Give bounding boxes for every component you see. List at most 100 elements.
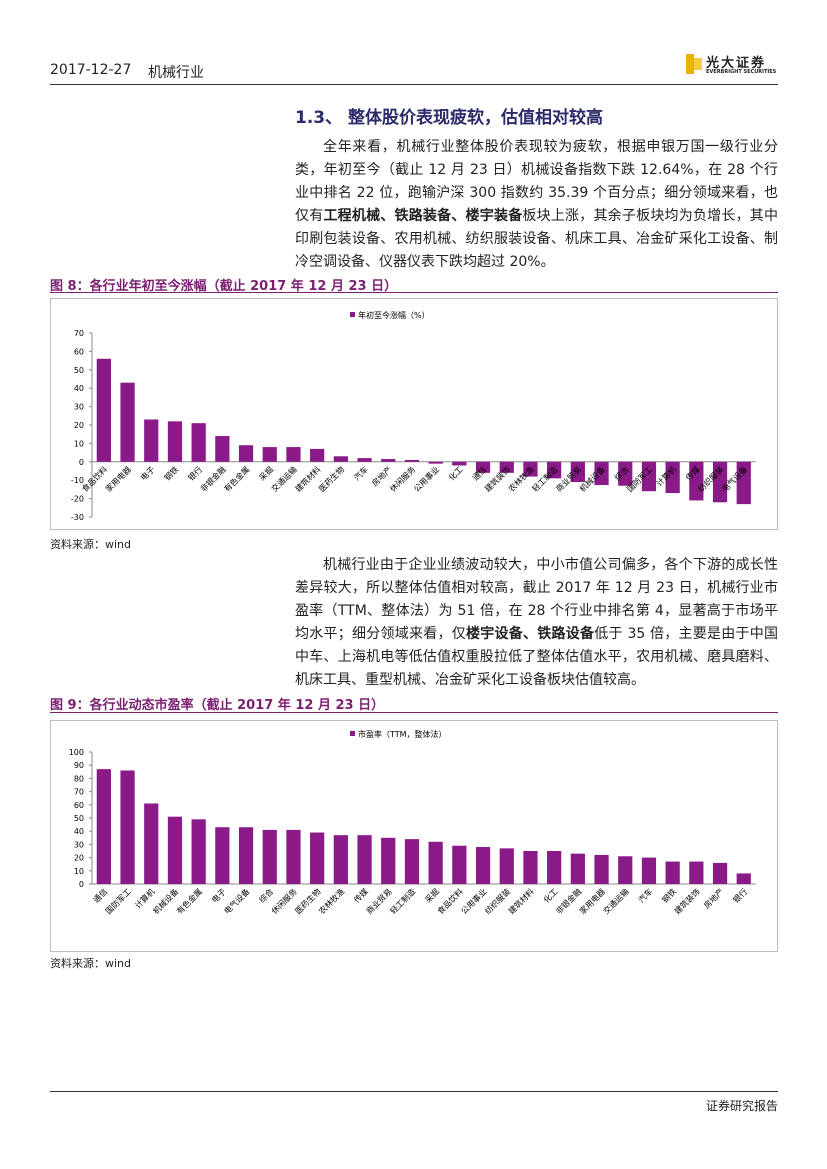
chart: -30-20-10010203040506070年初至今涨幅（%）食品饮料家用电… <box>50 298 778 530</box>
bar <box>215 827 230 884</box>
x-tick-label: 农林牧渔 <box>317 886 347 916</box>
x-tick-label: 采掘 <box>423 886 441 904</box>
bold-text: 楼宇设备、铁路设备 <box>466 626 595 642</box>
legend-label: 市盈率（TTM，整体法） <box>358 729 447 739</box>
bar <box>144 419 159 462</box>
bar <box>736 873 751 884</box>
text: 低于 35 倍，主要是由于中国中车、上海机电等低估值权重股拉低了整体估值水平，农… <box>295 626 779 688</box>
x-tick-label: 银行 <box>731 886 749 904</box>
legend-swatch <box>350 731 355 736</box>
y-tick-label: 80 <box>74 774 84 783</box>
y-tick-label: -20 <box>71 495 84 504</box>
figure-caption: 图 9：各行业动态市盈率（截止 2017 年 12 月 23 日） <box>50 698 385 713</box>
x-tick-label: 建筑材料 <box>506 886 536 916</box>
bar <box>167 421 183 462</box>
x-tick-label: 化工 <box>541 886 559 904</box>
y-tick-label: 0 <box>79 880 84 889</box>
x-tick-label: 轻工制造 <box>388 886 418 916</box>
logo-english: EVERBRIGHT SECURITIES <box>706 69 777 75</box>
x-tick-label: 有色金属 <box>222 464 252 494</box>
logo-icon <box>686 54 702 74</box>
footer-rule <box>50 1091 778 1092</box>
bar <box>310 448 325 462</box>
bar <box>262 447 277 462</box>
x-tick-label: 医药生物 <box>317 464 347 494</box>
bar <box>641 461 657 492</box>
legend-swatch <box>350 312 355 317</box>
bar <box>428 841 443 884</box>
y-tick-label: 20 <box>74 421 84 430</box>
source: 资料来源：wind <box>50 538 132 551</box>
y-tick-label: 50 <box>74 814 84 823</box>
footer: 证券研究报告 <box>705 1099 778 1113</box>
bar <box>547 461 562 479</box>
y-tick-label: -10 <box>71 476 84 485</box>
x-tick-label: 化工 <box>446 464 464 482</box>
bar <box>594 854 609 884</box>
bar <box>712 862 728 884</box>
bar <box>96 358 111 462</box>
bar <box>96 769 111 884</box>
caption-rule <box>50 712 778 713</box>
text: 板块上涨，其余子板块均为负增长，其中印刷包装设备、农用机械、纺织服装设备、机床工… <box>295 208 779 270</box>
bar <box>428 461 443 464</box>
y-tick-label: 90 <box>74 761 84 770</box>
y-tick-label: 10 <box>74 867 84 876</box>
x-tick-label: 通信 <box>91 886 109 904</box>
x-tick-label: 综合 <box>257 886 275 904</box>
x-tick-label: 汽车 <box>352 464 370 482</box>
figure-caption: 图 8：各行业年初至今涨幅（截止 2017 年 12 月 23 日） <box>50 279 398 294</box>
paragraph: 全年来看，机械行业整体股价表现较为疲软，根据申银万国一级行业分类，年初至今（截止… <box>295 136 778 274</box>
y-tick-label: 60 <box>74 347 84 356</box>
x-tick-label: 电子 <box>209 886 227 904</box>
x-tick-label: 传媒 <box>352 886 370 904</box>
chart: 0 10 20 30 40 50 60 70 80 90 100 市盈率（TTM，整体法） 通信国防军工… <box>50 720 778 952</box>
bar <box>333 456 348 462</box>
caption-rule <box>50 292 778 293</box>
bar <box>191 819 206 884</box>
y-tick-label: 50 <box>74 366 84 375</box>
y-tick-label: 60 <box>74 801 84 810</box>
bar <box>144 803 159 884</box>
x-tick-label: 国防军工 <box>103 886 133 916</box>
bar <box>499 461 514 473</box>
bar <box>238 827 254 884</box>
bar <box>404 839 420 884</box>
x-tick-label: 钢铁 <box>162 464 180 482</box>
bar <box>404 459 420 462</box>
bar <box>641 857 657 884</box>
section-title: 1.3、 整体股价表现疲软，估值相对较高 <box>295 108 604 128</box>
y-tick-label: 20 <box>74 854 84 863</box>
bar <box>689 861 704 884</box>
x-tick-label: 银行 <box>186 464 204 482</box>
bar <box>381 837 396 884</box>
x-tick-label: 采掘 <box>257 464 275 482</box>
bar <box>357 458 372 462</box>
bar <box>120 382 135 462</box>
bar <box>452 461 467 466</box>
bar <box>712 461 728 503</box>
x-tick-label: 汽车 <box>636 886 654 904</box>
source: 资料来源：wind <box>50 957 132 970</box>
x-tick-label: 房地产 <box>701 886 725 910</box>
x-tick-label: 建筑装饰 <box>672 886 702 916</box>
bar <box>452 845 467 884</box>
text: 机械行业由于企业业绩波动较大，中小市值公司偏多，各个下游的成长性差异较大，所以整… <box>295 557 778 642</box>
bar <box>665 461 680 494</box>
bar <box>215 436 230 462</box>
y-tick-label: -30 <box>71 513 84 522</box>
x-tick-label: 电气设备 <box>222 886 252 916</box>
x-tick-label: 公用事业 <box>411 464 441 494</box>
bar <box>570 461 585 483</box>
bar <box>262 829 277 884</box>
x-tick-label: 家用电器 <box>103 464 133 494</box>
x-tick-label: 交通运输 <box>601 886 631 916</box>
bar <box>665 861 680 884</box>
header-date: 2017-12-27 <box>50 62 132 78</box>
bar <box>167 816 183 884</box>
y-tick-label: 70 <box>74 329 84 338</box>
header-industry: 机械行业 <box>148 65 204 81</box>
y-tick-label: 30 <box>74 403 84 412</box>
bar <box>475 461 491 473</box>
